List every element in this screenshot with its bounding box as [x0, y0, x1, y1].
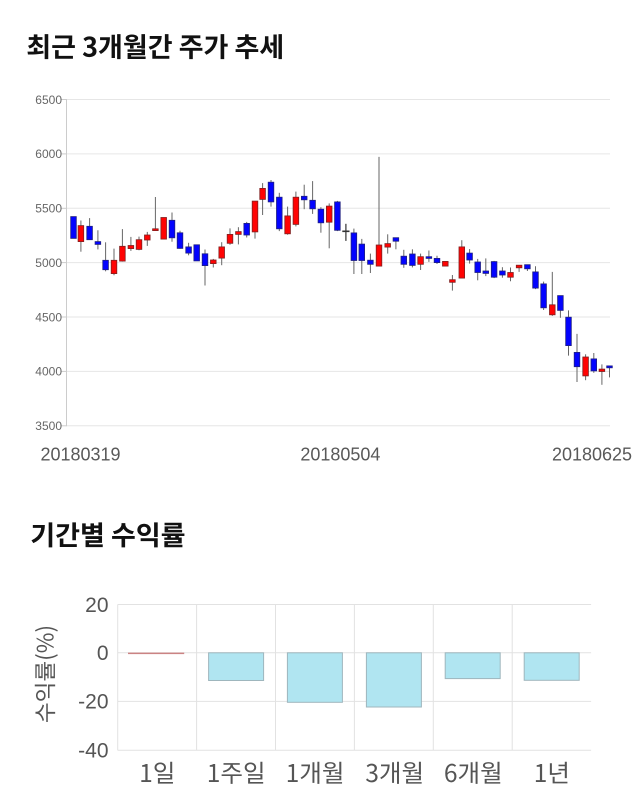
- svg-text:-20: -20: [78, 691, 108, 714]
- svg-text:0: 0: [97, 642, 109, 665]
- svg-text:-40: -40: [78, 740, 108, 763]
- svg-text:6000: 6000: [35, 147, 62, 161]
- svg-text:5500: 5500: [35, 202, 62, 216]
- svg-text:3500: 3500: [35, 419, 62, 433]
- svg-text:6500: 6500: [35, 93, 62, 107]
- svg-text:20: 20: [85, 594, 108, 617]
- svg-text:5000: 5000: [35, 256, 62, 270]
- svg-text:20180504: 20180504: [300, 445, 380, 465]
- svg-text:20180319: 20180319: [40, 445, 120, 465]
- svg-text:4000: 4000: [35, 365, 62, 379]
- svg-text:4500: 4500: [35, 310, 62, 324]
- svg-text:20180625: 20180625: [552, 445, 632, 465]
